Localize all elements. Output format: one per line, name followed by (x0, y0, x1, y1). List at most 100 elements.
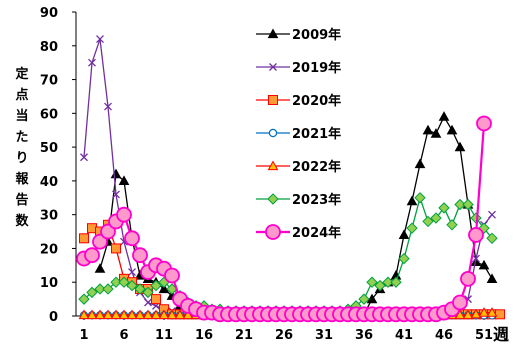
legend-marker (268, 128, 278, 138)
data-point (84, 247, 100, 264)
legend-marker (267, 193, 279, 205)
data-point (142, 309, 154, 320)
data-point (414, 192, 426, 204)
y-tick-label: 30 (40, 209, 58, 224)
legend-entry: 2024年 (256, 224, 341, 241)
y-axis-label-char: 報 (15, 171, 29, 187)
data-point (128, 268, 136, 277)
legend-entry: 2022年 (256, 159, 341, 175)
data-point (164, 267, 180, 284)
data-point (102, 283, 114, 295)
data-point (476, 115, 492, 132)
data-point (110, 168, 122, 179)
data-point (366, 293, 378, 304)
data-point (78, 293, 90, 305)
data-point (126, 309, 138, 320)
data-point (460, 270, 476, 287)
data-point (100, 223, 116, 240)
series-group (76, 35, 505, 323)
data-point (150, 309, 162, 320)
y-axis-label-char: 数 (15, 213, 29, 229)
y-tick-label: 70 (40, 74, 58, 89)
y-tick-label: 10 (40, 276, 58, 291)
x-tick-label: 11 (155, 328, 173, 343)
x-axis-unit-label: 週 (493, 325, 509, 344)
data-point (366, 276, 378, 288)
data-point (110, 276, 122, 288)
legend-marker (269, 63, 277, 71)
y-tick-label: 0 (49, 310, 58, 325)
axes (75, 12, 500, 317)
data-point (430, 212, 442, 224)
y-tick-label: 40 (40, 175, 58, 190)
data-point (470, 308, 482, 319)
legend-label: 2023年 (292, 192, 341, 208)
data-point (486, 273, 498, 283)
data-point (406, 195, 418, 206)
data-point (462, 309, 474, 320)
legend-entry: 2009年 (256, 27, 341, 43)
legend-entry: 2023年 (256, 192, 341, 208)
data-point (382, 276, 394, 288)
data-point (151, 294, 161, 305)
data-point (438, 111, 450, 121)
y-tick-label: 90 (40, 6, 58, 21)
data-point (454, 198, 466, 211)
series-2024年 (76, 115, 492, 323)
data-point (86, 286, 98, 299)
data-point (92, 233, 108, 250)
data-point (422, 215, 434, 228)
data-point (96, 35, 104, 43)
data-point (150, 279, 162, 292)
legend-marker (268, 95, 278, 105)
legend-label: 2024年 (292, 225, 341, 241)
data-point (390, 276, 402, 288)
legend-label: 2019年 (292, 60, 341, 76)
data-point (94, 263, 106, 273)
data-point (454, 141, 466, 152)
legend-label: 2009年 (292, 27, 341, 43)
data-point (430, 128, 442, 138)
y-axis-label-char: 点 (15, 87, 28, 103)
data-point (422, 124, 434, 135)
data-point (478, 307, 490, 317)
data-point (174, 309, 186, 320)
data-point (110, 309, 122, 320)
y-axis-label-char: 告 (15, 192, 28, 208)
data-point (124, 230, 140, 247)
data-point (452, 294, 468, 311)
x-tick-label: 31 (315, 328, 333, 343)
data-point (79, 233, 89, 244)
x-tick-label: 21 (235, 328, 253, 343)
legend-label: 2020年 (292, 93, 341, 109)
data-point (102, 309, 114, 320)
data-point (358, 293, 370, 305)
data-point (158, 309, 170, 320)
data-point (486, 232, 498, 245)
x-tick-label: 51 (475, 328, 493, 343)
data-point (112, 190, 120, 199)
x-tick-label: 41 (395, 328, 413, 343)
legend-marker (267, 160, 279, 171)
y-tick-label: 20 (40, 242, 58, 257)
data-point (472, 254, 480, 263)
x-tick-label: 46 (435, 328, 453, 343)
data-point (118, 276, 130, 288)
data-point (478, 259, 490, 270)
data-point (462, 198, 474, 211)
y-tick-labels: 0 10 20 30 40 50 60 70 80 90 (40, 6, 76, 325)
y-tick-label: 50 (40, 141, 58, 156)
data-point (166, 309, 178, 320)
y-axis-label-char: 当 (15, 108, 28, 124)
x-tick-label: 6 (119, 328, 128, 343)
y-axis-label-char: た (15, 130, 28, 145)
data-point (495, 309, 505, 320)
x-tick-label: 1 (79, 328, 88, 343)
data-point (142, 286, 154, 299)
data-point (86, 309, 98, 320)
data-point (134, 283, 146, 295)
data-point (446, 124, 458, 135)
legend: 2009年 2019年 2020年 2021年 2022年 2023年 2024年 (256, 27, 341, 241)
